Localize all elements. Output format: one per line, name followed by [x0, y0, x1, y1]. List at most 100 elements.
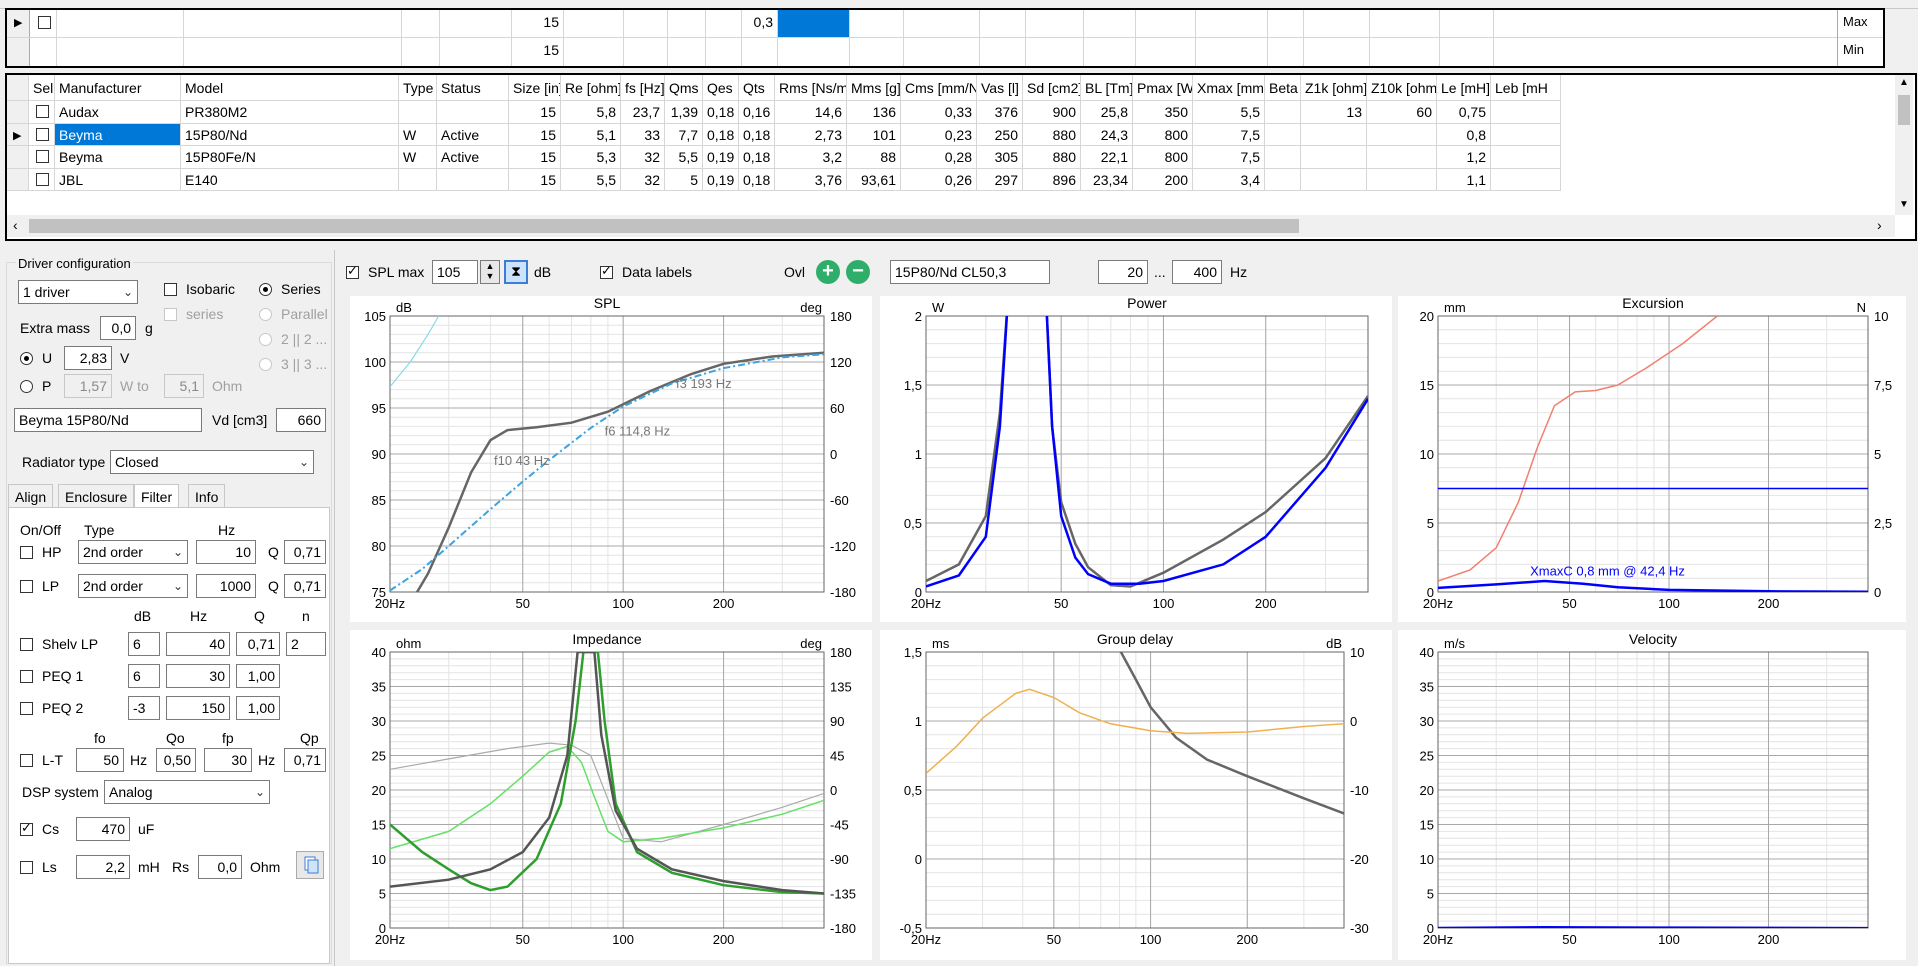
- table-cell[interactable]: 32: [621, 168, 665, 191]
- lp-q-input[interactable]: 0,71: [284, 574, 326, 598]
- table-cell[interactable]: 5,5: [665, 146, 703, 169]
- table-cell[interactable]: Beyma: [55, 146, 181, 169]
- select-checkbox[interactable]: [36, 105, 49, 118]
- table-cell[interactable]: 93,61: [847, 168, 901, 191]
- peq2-q-input[interactable]: 1,00: [236, 696, 280, 720]
- u-input[interactable]: 2,83: [64, 346, 112, 370]
- column-header[interactable]: Qts: [739, 75, 775, 101]
- column-header[interactable]: Pmax [W]: [1133, 75, 1193, 101]
- table-cell[interactable]: W: [399, 123, 437, 146]
- column-header[interactable]: Rms [Ns/m]: [775, 75, 847, 101]
- table-cell[interactable]: Active: [437, 146, 509, 169]
- table-cell[interactable]: 32: [621, 146, 665, 169]
- table-cell[interactable]: 136: [847, 101, 901, 124]
- u-radio[interactable]: [20, 352, 33, 365]
- table-cell[interactable]: 5: [665, 168, 703, 191]
- ls-input[interactable]: 2,2: [76, 855, 130, 879]
- table-cell[interactable]: [29, 168, 55, 191]
- freq-to-input[interactable]: 400: [1172, 260, 1222, 284]
- table-cell[interactable]: Active: [437, 123, 509, 146]
- peq1-q-input[interactable]: 1,00: [236, 664, 280, 688]
- table-cell[interactable]: 0,16: [739, 101, 775, 124]
- table-cell[interactable]: 60: [1367, 101, 1437, 124]
- table-cell[interactable]: 33: [621, 123, 665, 146]
- table-cell[interactable]: 7,5: [1193, 123, 1265, 146]
- table-cell[interactable]: [1301, 123, 1367, 146]
- table-cell[interactable]: [1301, 168, 1367, 191]
- opt2-radio[interactable]: [259, 333, 272, 346]
- table-cell[interactable]: [1367, 123, 1437, 146]
- table-cell[interactable]: 376: [977, 101, 1023, 124]
- peq1-db-input[interactable]: 6: [128, 664, 160, 688]
- shelv-checkbox[interactable]: [20, 638, 33, 651]
- table-cell[interactable]: 350: [1133, 101, 1193, 124]
- row-header[interactable]: ▶: [7, 123, 29, 146]
- table-cell[interactable]: 880: [1023, 123, 1081, 146]
- column-header[interactable]: Z10k [ohm]: [1367, 75, 1437, 101]
- cs-input[interactable]: 470: [76, 817, 130, 841]
- tab-filter[interactable]: Filter: [134, 484, 180, 511]
- spl-spinner[interactable]: ▲ ▼: [480, 260, 500, 284]
- column-header[interactable]: Vas [l]: [977, 75, 1023, 101]
- scroll-down-icon[interactable]: ▼: [1899, 199, 1909, 210]
- table-cell[interactable]: 800: [1133, 146, 1193, 169]
- table-cell[interactable]: JBL: [55, 168, 181, 191]
- dsp-select[interactable]: Analog ⌄: [104, 780, 270, 804]
- table-cell[interactable]: 101: [847, 123, 901, 146]
- shelv-db-input[interactable]: 6: [128, 632, 160, 656]
- row-header[interactable]: [7, 168, 29, 191]
- table-cell[interactable]: 900: [1023, 101, 1081, 124]
- rs-input[interactable]: 0,0: [198, 855, 242, 879]
- hp-q-input[interactable]: 0,71: [284, 540, 326, 564]
- column-header[interactable]: Type: [399, 75, 437, 101]
- table-cell[interactable]: [1491, 146, 1561, 169]
- peq1-checkbox[interactable]: [20, 670, 33, 683]
- column-header[interactable]: Manufacturer: [55, 75, 181, 101]
- scroll-left-icon[interactable]: ‹: [13, 217, 18, 233]
- cs-checkbox[interactable]: [20, 820, 33, 836]
- shelv-n-input[interactable]: 2: [286, 632, 326, 656]
- table-cell[interactable]: [1491, 101, 1561, 124]
- table-cell[interactable]: 7,7: [665, 123, 703, 146]
- table-cell[interactable]: 0,19: [703, 168, 739, 191]
- table-cell[interactable]: 896: [1023, 168, 1081, 191]
- table-cell[interactable]: [1265, 168, 1301, 191]
- column-header[interactable]: Cms [mm/N]: [901, 75, 977, 101]
- table-cell[interactable]: [1265, 101, 1301, 124]
- table-cell[interactable]: [1265, 146, 1301, 169]
- table-cell[interactable]: Audax: [55, 101, 181, 124]
- table-cell[interactable]: 3,4: [1193, 168, 1265, 191]
- peq2-hz-input[interactable]: 150: [166, 696, 230, 720]
- table-cell[interactable]: [437, 168, 509, 191]
- table-hscrollbar[interactable]: ‹ ›: [7, 215, 1895, 237]
- select-checkbox[interactable]: [36, 127, 49, 141]
- table-cell[interactable]: 0,23: [901, 123, 977, 146]
- add-overlay-icon[interactable]: +: [816, 260, 840, 284]
- hp-type-select[interactable]: 2nd order ⌄: [78, 540, 188, 564]
- table-cell[interactable]: 22,1: [1081, 146, 1133, 169]
- table-cell[interactable]: 0,28: [901, 146, 977, 169]
- table-cell[interactable]: 13: [1301, 101, 1367, 124]
- series-radio[interactable]: [259, 283, 272, 296]
- table-cell[interactable]: 250: [977, 123, 1023, 146]
- lt-qo-input[interactable]: 0,50: [156, 748, 196, 772]
- extra-mass-input[interactable]: 0,0: [100, 316, 136, 340]
- hp-checkbox[interactable]: [20, 546, 33, 559]
- column-header[interactable]: Qes: [703, 75, 739, 101]
- column-header[interactable]: Status: [437, 75, 509, 101]
- table-cell[interactable]: 0,75: [1437, 101, 1491, 124]
- table-cell[interactable]: PR380M2: [181, 101, 399, 124]
- table-cell[interactable]: 88: [847, 146, 901, 169]
- table-cell[interactable]: 1,39: [665, 101, 703, 124]
- ls-checkbox[interactable]: [20, 861, 33, 874]
- driver-name-input[interactable]: Beyma 15P80/Nd: [14, 408, 202, 432]
- table-cell[interactable]: 3,2: [775, 146, 847, 169]
- p-radio[interactable]: [20, 380, 33, 393]
- row-header[interactable]: [7, 146, 29, 169]
- zoom-fit-icon[interactable]: ⧗: [504, 260, 528, 284]
- parallel-radio[interactable]: [259, 308, 272, 321]
- isobaric-checkbox[interactable]: [164, 283, 177, 296]
- shelv-q-input[interactable]: 0,71: [236, 632, 280, 656]
- column-header[interactable]: Leb [mH: [1491, 75, 1561, 101]
- vd-input[interactable]: 660: [276, 408, 326, 432]
